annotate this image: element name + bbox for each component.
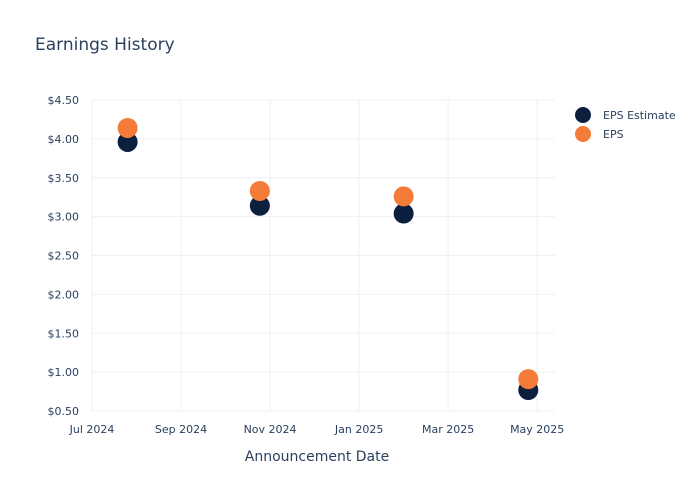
eps-point[interactable] [249, 180, 270, 201]
y-tick-label: $2.00 [48, 288, 80, 301]
gridlines [91, 99, 555, 412]
y-tick-label: $4.00 [48, 133, 80, 146]
y-tick-label: $3.00 [48, 211, 80, 224]
x-axis-ticks: Jul 2024 Sep 2024 Nov 2024 Jan 2025 Mar 2025… [69, 423, 565, 436]
eps-estimate-point[interactable] [249, 195, 270, 216]
x-tick-label: Nov 2024 [244, 423, 297, 436]
legend-label: EPS Estimate [603, 109, 676, 122]
legend[interactable]: EPS Estimate EPS [575, 107, 676, 142]
chart-title: Earnings History [35, 35, 175, 55]
x-tick-label: Sep 2024 [155, 423, 207, 436]
x-axis-title: Announcement Date [245, 449, 389, 465]
eps-point[interactable] [518, 369, 539, 390]
y-tick-label: $2.50 [48, 250, 80, 263]
eps-point[interactable] [117, 117, 138, 138]
y-tick-label: $1.00 [48, 366, 80, 379]
legend-item-eps[interactable]: EPS [575, 126, 624, 142]
legend-marker [575, 107, 591, 123]
y-tick-label: $4.50 [48, 94, 80, 107]
y-axis-ticks: $0.50 $1.00 $1.50 $2.00 $2.50 $3.00 $3.50 $4.00… [48, 94, 80, 418]
legend-label: EPS [603, 128, 624, 141]
series-eps [117, 117, 539, 390]
x-tick-label: May 2025 [510, 423, 564, 436]
y-tick-label: $1.50 [48, 327, 80, 340]
x-tick-label: Jul 2024 [69, 423, 115, 436]
eps-estimate-point[interactable] [117, 131, 138, 152]
y-tick-label: $0.50 [48, 405, 80, 418]
legend-marker [575, 126, 591, 142]
x-tick-label: Mar 2025 [422, 423, 474, 436]
data-points [117, 117, 539, 401]
eps-point[interactable] [393, 186, 414, 207]
legend-item-eps-estimate[interactable]: EPS Estimate [575, 107, 676, 123]
eps-estimate-point[interactable] [393, 203, 414, 224]
x-tick-label: Jan 2025 [334, 423, 383, 436]
y-tick-label: $3.50 [48, 172, 80, 185]
